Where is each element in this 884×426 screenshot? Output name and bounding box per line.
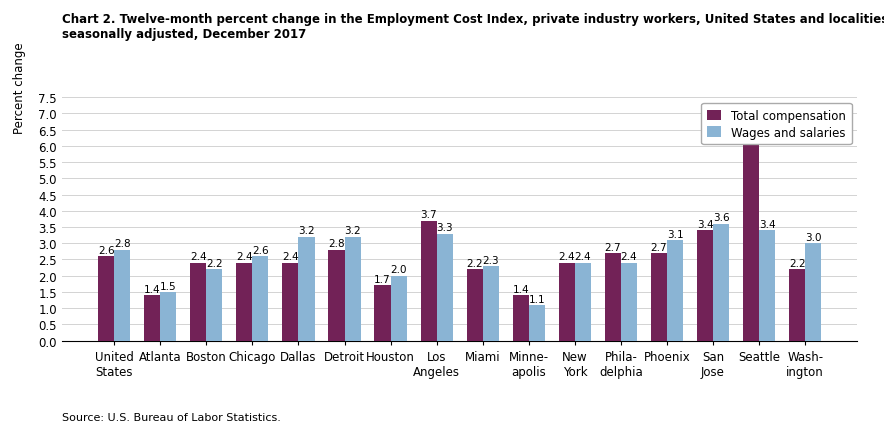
Bar (252, 256, 269, 341)
Text: 2.4: 2.4 (575, 252, 591, 262)
Text: 3.6: 3.6 (713, 213, 729, 223)
Text: Source: U.S. Bureau of Labor Statistics.: Source: U.S. Bureau of Labor Statistics. (62, 412, 281, 422)
Bar (759, 231, 775, 341)
Text: 2.6: 2.6 (98, 245, 114, 255)
Bar (114, 250, 130, 341)
Text: 3.2: 3.2 (298, 226, 315, 236)
Bar (236, 263, 252, 341)
Text: 2.2: 2.2 (467, 258, 483, 268)
Bar (467, 270, 483, 341)
Bar (483, 266, 499, 341)
Text: 2.6: 2.6 (252, 245, 269, 255)
Bar (605, 253, 621, 341)
Text: 1.5: 1.5 (160, 281, 177, 291)
Bar (190, 263, 206, 341)
Bar (375, 286, 391, 341)
Text: 3.2: 3.2 (344, 226, 361, 236)
Text: Chart 2. Twelve-month percent change in the Employment Cost Index, private indus: Chart 2. Twelve-month percent change in … (62, 13, 884, 41)
Text: 2.2: 2.2 (206, 258, 223, 268)
Bar (160, 292, 177, 341)
Text: 3.1: 3.1 (667, 229, 683, 239)
Bar (713, 224, 729, 341)
Text: 2.4: 2.4 (621, 252, 637, 262)
Text: 1.4: 1.4 (144, 284, 161, 294)
Bar (513, 296, 529, 341)
Text: 2.4: 2.4 (190, 252, 207, 262)
Bar (282, 263, 299, 341)
Legend: Total compensation, Wages and salaries: Total compensation, Wages and salaries (701, 104, 851, 145)
Bar (559, 263, 575, 341)
Bar (575, 263, 591, 341)
Text: 2.4: 2.4 (559, 252, 575, 262)
Text: 3.4: 3.4 (697, 219, 713, 230)
Bar (299, 237, 315, 341)
Bar (667, 240, 683, 341)
Bar (697, 231, 713, 341)
Text: 2.8: 2.8 (114, 239, 131, 249)
Bar (391, 276, 407, 341)
Bar (743, 118, 759, 341)
Y-axis label: Percent change: Percent change (13, 43, 27, 134)
Text: 2.0: 2.0 (391, 265, 407, 275)
Text: 1.4: 1.4 (513, 284, 529, 294)
Bar (621, 263, 637, 341)
Text: 2.4: 2.4 (236, 252, 253, 262)
Text: 6.9: 6.9 (743, 106, 759, 116)
Text: 1.7: 1.7 (374, 274, 391, 285)
Bar (206, 270, 223, 341)
Bar (529, 305, 545, 341)
Bar (144, 296, 160, 341)
Bar (345, 237, 361, 341)
Text: 3.3: 3.3 (437, 223, 453, 233)
Bar (789, 270, 805, 341)
Text: 3.7: 3.7 (420, 210, 437, 220)
Text: 2.2: 2.2 (789, 258, 805, 268)
Text: 2.8: 2.8 (328, 239, 345, 249)
Bar (328, 250, 345, 341)
Bar (98, 256, 114, 341)
Text: 3.0: 3.0 (805, 233, 821, 242)
Text: 2.3: 2.3 (483, 255, 499, 265)
Bar (651, 253, 667, 341)
Bar (437, 234, 453, 341)
Text: 1.1: 1.1 (529, 294, 545, 304)
Bar (805, 244, 821, 341)
Bar (421, 221, 437, 341)
Text: 2.7: 2.7 (605, 242, 621, 252)
Text: 2.7: 2.7 (651, 242, 667, 252)
Text: 2.4: 2.4 (282, 252, 299, 262)
Text: 3.4: 3.4 (758, 219, 775, 230)
